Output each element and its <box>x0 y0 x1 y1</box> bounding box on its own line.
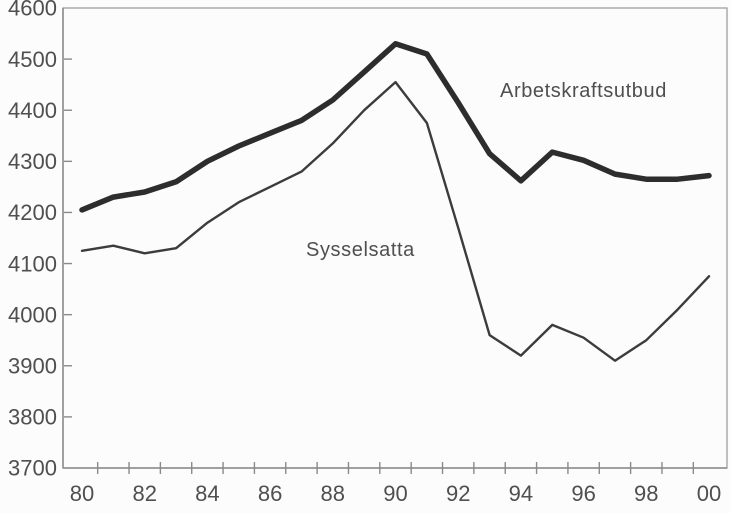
y-tick-label: 3800 <box>8 405 57 430</box>
x-axis-labels: 80 82 84 86 88 90 92 94 96 98 00 <box>70 481 721 506</box>
x-tick-label: 92 <box>446 481 470 506</box>
x-tick-label: 88 <box>321 481 345 506</box>
x-tick-label: 96 <box>571 481 595 506</box>
y-tick-label: 4200 <box>8 200 57 225</box>
x-tick-label: 98 <box>634 481 658 506</box>
y-tick-label: 4400 <box>8 98 57 123</box>
y-tick-label: 4600 <box>8 0 57 21</box>
x-tick-label: 94 <box>509 481 533 506</box>
labor-supply-label: Arbetskraftsutbud <box>500 80 667 102</box>
x-tick-label: 00 <box>697 481 721 506</box>
x-tick-label: 80 <box>70 481 94 506</box>
y-axis-labels: 3700 3800 3900 4000 4100 4200 4300 4400 4500 4600 <box>8 0 57 481</box>
y-tick-label: 3900 <box>8 353 57 378</box>
x-tick-label: 90 <box>383 481 407 506</box>
y-axis-ticks <box>64 58 72 418</box>
x-tick-label: 86 <box>258 481 282 506</box>
y-tick-label: 3700 <box>8 456 57 481</box>
labor-supply-line <box>79 41 712 213</box>
y-tick-label: 4000 <box>8 302 57 327</box>
x-tick-label: 82 <box>132 481 156 506</box>
x-tick-label: 84 <box>195 481 219 506</box>
plot-frame <box>62 7 728 469</box>
y-tick-label: 4300 <box>8 149 57 174</box>
employed-line <box>80 80 711 362</box>
y-tick-label: 4500 <box>8 47 57 72</box>
employed-label: Sysselsatta <box>306 239 415 261</box>
x-axis-ticks <box>96 462 695 474</box>
y-tick-label: 4100 <box>8 251 57 276</box>
